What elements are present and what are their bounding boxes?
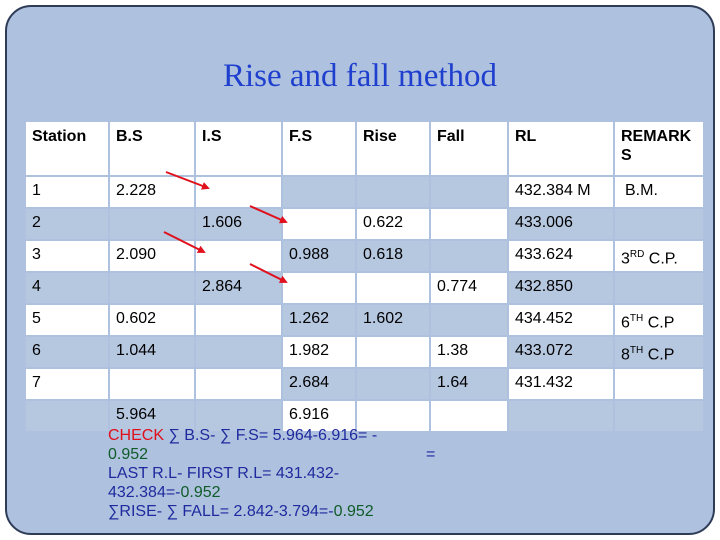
- check-line-1: CHECK ∑ B.S- ∑ F.S= 5.964-6.916= -: [108, 426, 440, 445]
- cell: [357, 369, 429, 399]
- cell: 2.684: [283, 369, 355, 399]
- cell: [357, 177, 429, 207]
- remark-cell: 6TH C.P: [615, 305, 703, 335]
- cell: 1.64: [431, 369, 507, 399]
- cell: [196, 241, 281, 271]
- header-fs: F.S: [283, 122, 355, 175]
- cell: [26, 401, 108, 431]
- cell: [110, 209, 194, 239]
- cell: [196, 401, 281, 431]
- table-row: 7 2.684 1.64 431.432: [26, 369, 703, 399]
- cell: [615, 273, 703, 303]
- cell: 2.228: [110, 177, 194, 207]
- cell: [357, 401, 429, 431]
- cell: 433.006: [509, 209, 613, 239]
- check-line-3: LAST R.L- FIRST R.L= 431.432-: [108, 465, 340, 482]
- cell: 0.774: [431, 273, 507, 303]
- cell: [431, 241, 507, 271]
- totals-row: 5.964 6.916: [26, 401, 703, 431]
- cell: 0.622: [357, 209, 429, 239]
- cell: [509, 401, 613, 431]
- cell: 2: [26, 209, 108, 239]
- check-block: CHECK ∑ B.S- ∑ F.S= 5.964-6.916= - 0.952…: [108, 426, 440, 521]
- header-station: Station: [26, 122, 108, 175]
- check-line-2: 0.952: [108, 446, 149, 463]
- equals-sign: =: [426, 446, 436, 463]
- cell: 432.850: [509, 273, 613, 303]
- cell: 2.090: [110, 241, 194, 271]
- header-bs: B.S: [110, 122, 194, 175]
- cell: 0.602: [110, 305, 194, 335]
- header-is: I.S: [196, 122, 281, 175]
- cell: [431, 305, 507, 335]
- cell: [196, 337, 281, 367]
- cell: [431, 209, 507, 239]
- cell: [283, 273, 355, 303]
- header-rise: Rise: [357, 122, 429, 175]
- cell: 433.624: [509, 241, 613, 271]
- table-row: 1 2.228 432.384 M B.M.: [26, 177, 703, 207]
- cell: [615, 369, 703, 399]
- cell: 431.432: [509, 369, 613, 399]
- levelling-table: Station B.S I.S F.S Rise Fall RL REMARK …: [24, 120, 705, 433]
- remark-cell: 8TH C.P: [615, 337, 703, 367]
- cell: 4: [26, 273, 108, 303]
- cell: [357, 337, 429, 367]
- cell: [431, 177, 507, 207]
- fs-total: 6.916: [283, 401, 355, 431]
- cell: [431, 401, 507, 431]
- cell: 432.384 M: [509, 177, 613, 207]
- check-line-4: 432.384=-0.952: [108, 484, 221, 501]
- cell: [196, 369, 281, 399]
- header-remarks: REMARK S: [615, 122, 703, 175]
- slide-title: Rise and fall method: [222, 58, 498, 94]
- cell: 0.988: [283, 241, 355, 271]
- cell: 1.602: [357, 305, 429, 335]
- table-row: 2 1.606 0.622 433.006: [26, 209, 703, 239]
- cell: 5: [26, 305, 108, 335]
- cell: [283, 209, 355, 239]
- cell: 7: [26, 369, 108, 399]
- header-fall: Fall: [431, 122, 507, 175]
- cell: [615, 209, 703, 239]
- cell: [110, 273, 194, 303]
- cell: [196, 177, 281, 207]
- remark-cell: 3RD C.P.: [615, 241, 703, 271]
- cell: [110, 369, 194, 399]
- cell: 1.606: [196, 209, 281, 239]
- cell: 1: [26, 177, 108, 207]
- cell: 6: [26, 337, 108, 367]
- table-row: 6 1.044 1.982 1.38 433.072 8TH C.P: [26, 337, 703, 367]
- cell: B.M.: [615, 177, 703, 207]
- table-row: 4 2.864 0.774 432.850: [26, 273, 703, 303]
- cell: 1.38: [431, 337, 507, 367]
- cell: 1.044: [110, 337, 194, 367]
- table-row: 3 2.090 0.988 0.618 433.624 3RD C.P.: [26, 241, 703, 271]
- bs-total: 5.964: [110, 401, 194, 431]
- cell: [196, 305, 281, 335]
- cell: [615, 401, 703, 431]
- check-bs-fs: ∑ B.S- ∑ F.S= 5.964-6.916= -: [168, 427, 378, 444]
- table-header-row: Station B.S I.S F.S Rise Fall RL REMARK …: [26, 122, 703, 175]
- cell: 1.982: [283, 337, 355, 367]
- table-row: 5 0.602 1.262 1.602 434.452 6TH C.P: [26, 305, 703, 335]
- check-label: CHECK: [108, 427, 169, 444]
- cell: 434.452: [509, 305, 613, 335]
- cell: [283, 177, 355, 207]
- header-rl: RL: [509, 122, 613, 175]
- cell: 3: [26, 241, 108, 271]
- cell: [357, 273, 429, 303]
- cell: 2.864: [196, 273, 281, 303]
- cell: 433.072: [509, 337, 613, 367]
- cell: 0.618: [357, 241, 429, 271]
- cell: 1.262: [283, 305, 355, 335]
- check-line-5: ∑RISE- ∑ FALL= 2.842-3.794=-0.952: [108, 503, 374, 520]
